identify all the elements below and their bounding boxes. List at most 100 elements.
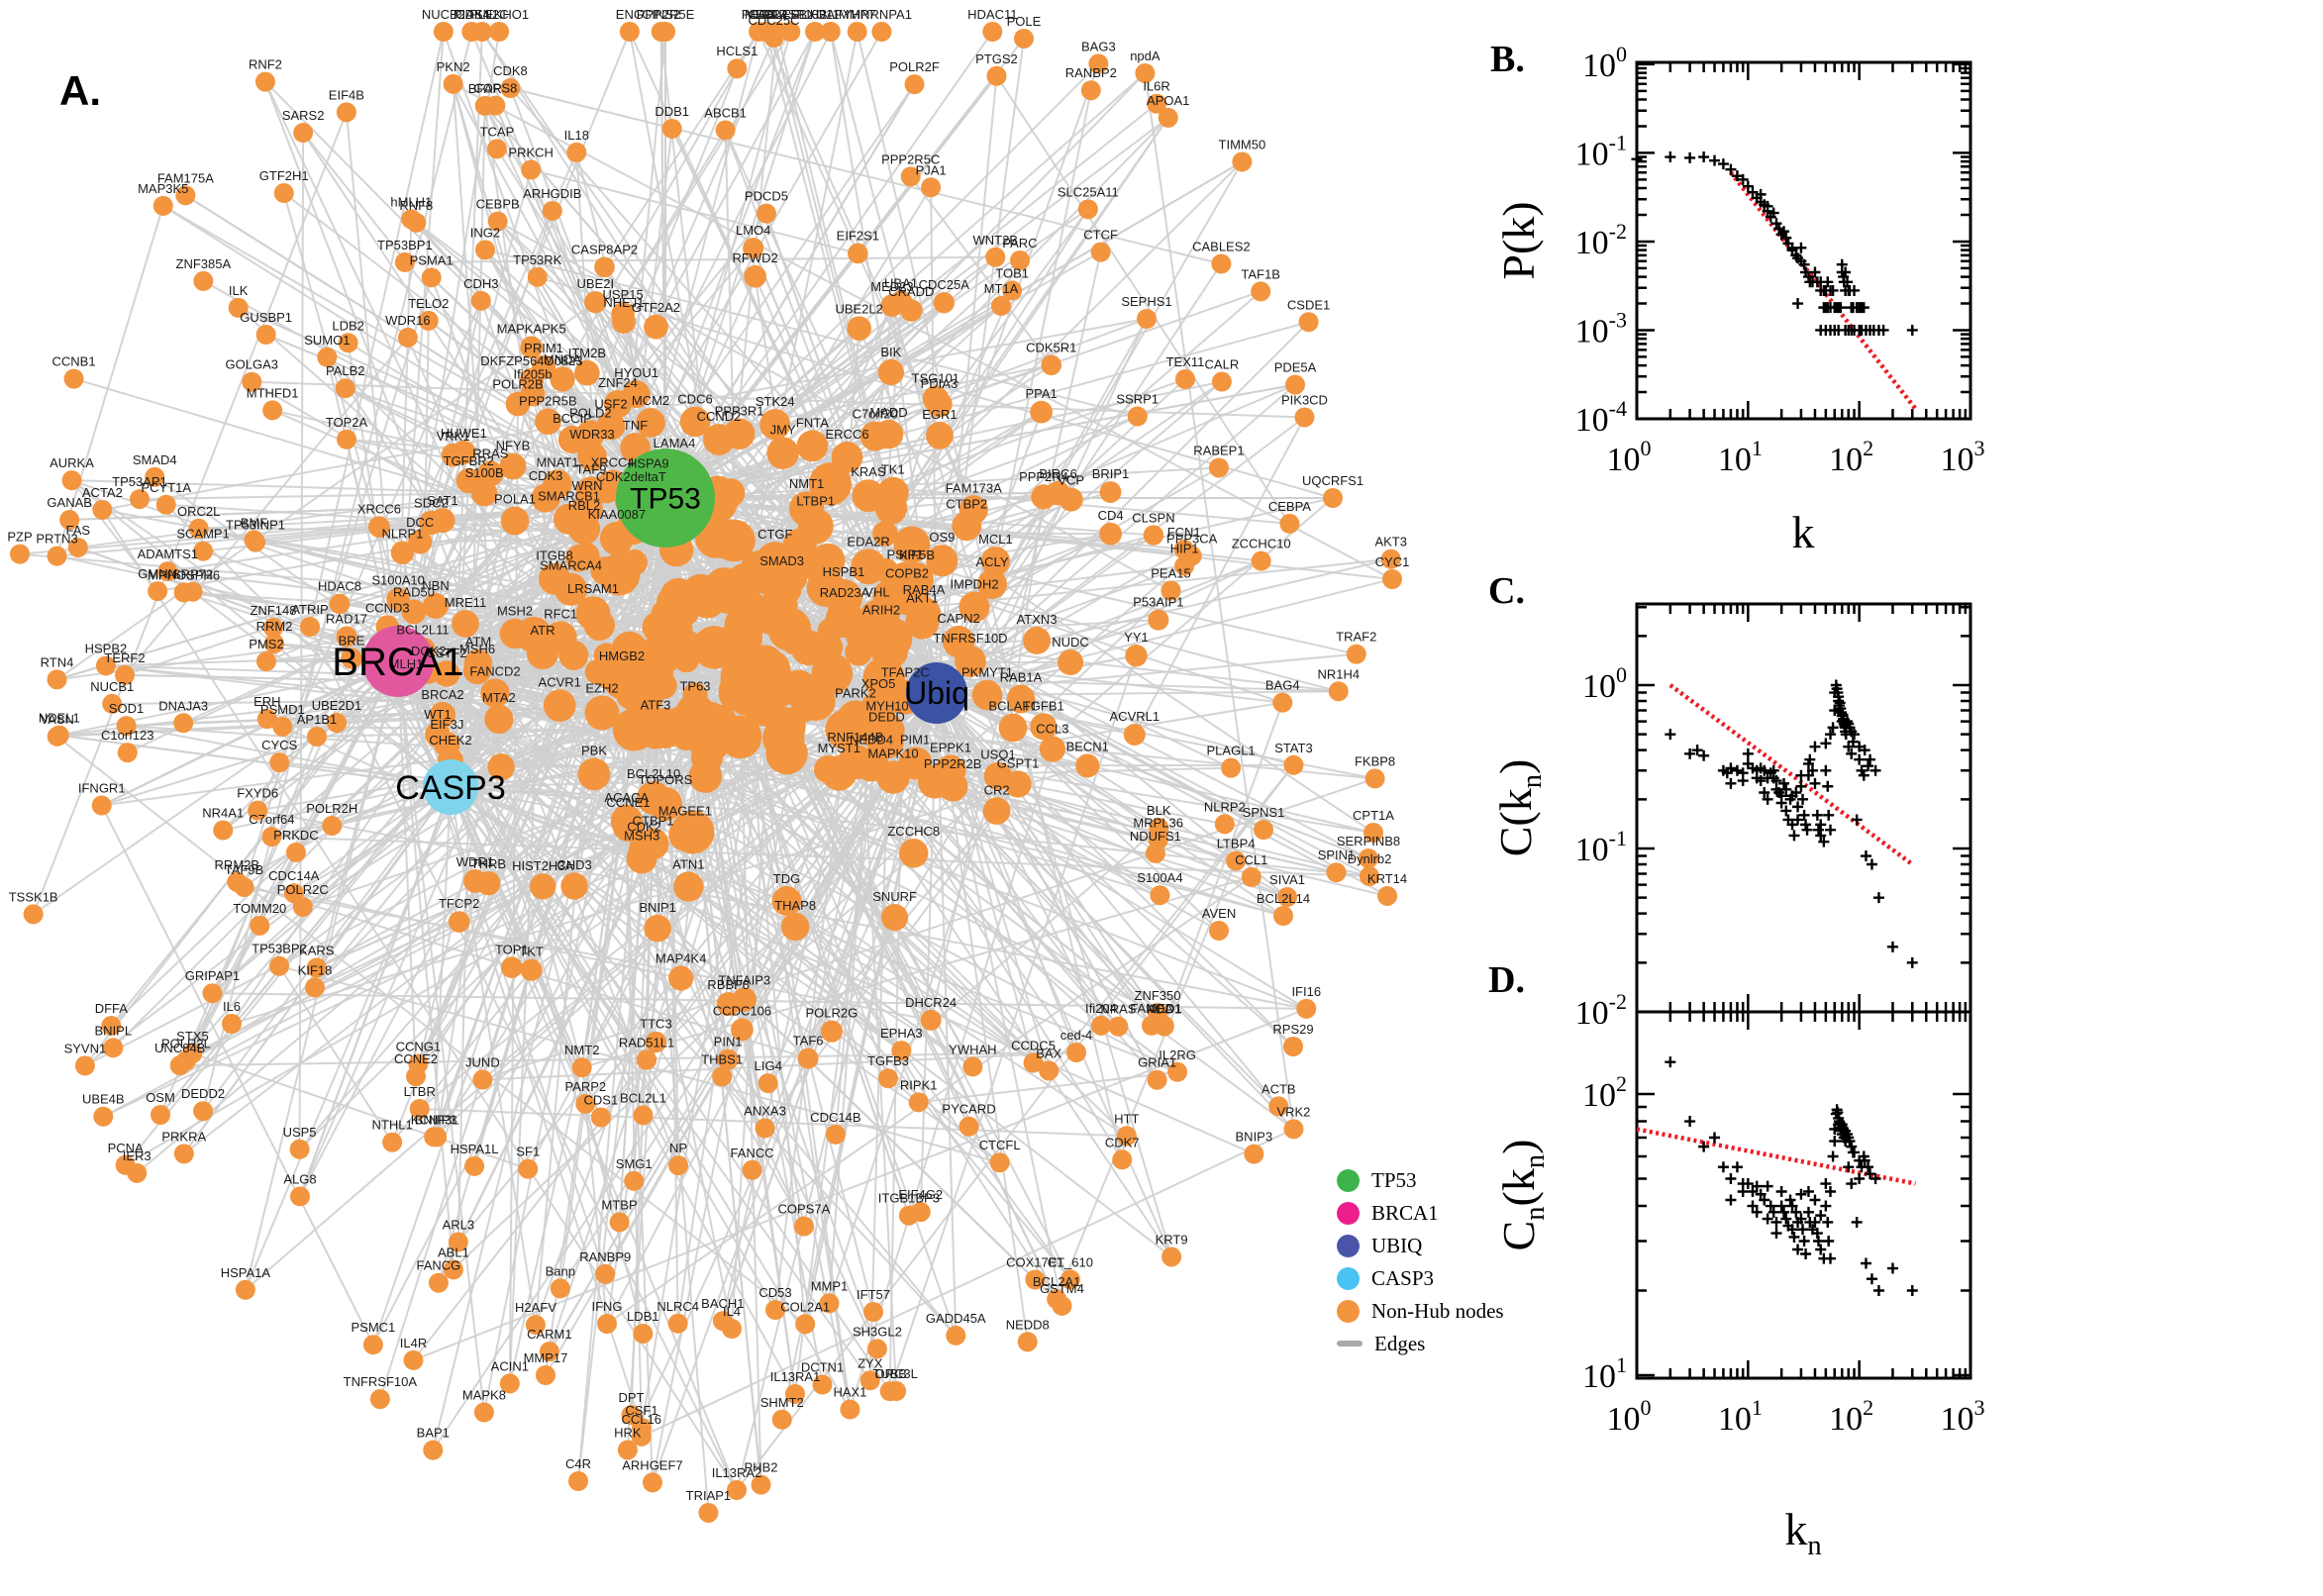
network-node bbox=[538, 562, 571, 595]
node-label: MTHFD1 bbox=[247, 385, 299, 400]
y-axis-title: Cn​(kn​) bbox=[1493, 1140, 1551, 1251]
node-swatch-icon bbox=[1337, 1201, 1360, 1225]
node-label: UBA1 bbox=[884, 275, 918, 290]
network-node bbox=[461, 22, 482, 42]
node-label: GANAB bbox=[47, 495, 92, 510]
node-label: UBE2L2 bbox=[835, 301, 882, 316]
node-label: MED24 bbox=[745, 7, 787, 22]
network-node bbox=[921, 177, 942, 198]
node-label: BAX bbox=[1036, 1046, 1061, 1060]
network-node bbox=[487, 752, 515, 781]
network-edge bbox=[202, 31, 473, 1112]
network-node bbox=[272, 716, 293, 737]
node-label: RBBP8 bbox=[707, 977, 750, 992]
node-label: RFC1 bbox=[544, 606, 577, 621]
network-node bbox=[193, 270, 214, 291]
axis-tick-label: 10-3 bbox=[1575, 307, 1627, 349]
network-edge bbox=[664, 289, 1013, 499]
network-node bbox=[1251, 550, 1271, 571]
network-node bbox=[47, 546, 67, 566]
node-label: TNFRSF10A bbox=[344, 1374, 418, 1389]
node-label: WDR1 bbox=[456, 854, 494, 869]
node-label: IMPDH2 bbox=[950, 576, 998, 591]
network-node bbox=[1125, 645, 1148, 667]
node-label: HYOU1 bbox=[614, 365, 658, 380]
node-label: CDC25C bbox=[748, 13, 799, 28]
network-node bbox=[338, 333, 358, 353]
node-label: WDR33 bbox=[569, 427, 615, 442]
node-label: FCN1 bbox=[1167, 525, 1201, 540]
node-label: ING2 bbox=[470, 225, 500, 240]
network-node bbox=[305, 977, 326, 998]
network-node bbox=[448, 1232, 468, 1252]
node-label: TP53AP1 bbox=[112, 474, 167, 489]
node-label: MADD bbox=[869, 405, 907, 420]
axis-tick-label: 100 bbox=[1607, 1395, 1652, 1438]
node-label: TNFRSF10D bbox=[933, 631, 1007, 646]
node-label: SDC2 bbox=[414, 496, 449, 511]
network-node bbox=[1017, 1332, 1038, 1352]
network-edge bbox=[534, 886, 690, 1326]
node-label: PDIA3 bbox=[921, 376, 959, 391]
node-label: JMY bbox=[770, 422, 796, 437]
node-label: PHB2 bbox=[745, 1460, 778, 1475]
network-edge bbox=[758, 31, 997, 562]
node-label: PCNA bbox=[108, 1141, 144, 1155]
network-node bbox=[1023, 1052, 1044, 1073]
network-node bbox=[1359, 848, 1378, 868]
network-node bbox=[568, 1471, 588, 1491]
network-node bbox=[566, 142, 587, 162]
node-label: CCL16 bbox=[622, 1412, 661, 1427]
node-label: PIM1 bbox=[900, 733, 930, 748]
network-node bbox=[898, 839, 929, 868]
node-label: UBE4B bbox=[82, 1092, 125, 1107]
network-edge bbox=[397, 660, 1128, 1138]
node-label: TCAP bbox=[480, 124, 515, 139]
network-edge bbox=[100, 805, 374, 1346]
node-label: npdA bbox=[1130, 49, 1161, 63]
network-node bbox=[157, 561, 178, 582]
plot-frame bbox=[1635, 60, 1972, 421]
node-label: PALB2 bbox=[326, 363, 365, 378]
node-label: PSMC1 bbox=[351, 1320, 395, 1335]
network-node bbox=[742, 1159, 762, 1180]
network-edge bbox=[936, 75, 998, 694]
network-node bbox=[521, 159, 542, 180]
node-label: ACLY bbox=[976, 554, 1009, 569]
network-node bbox=[577, 757, 611, 791]
node-label: POLR2B bbox=[492, 377, 543, 392]
network-edge bbox=[510, 87, 1222, 265]
network-node bbox=[427, 1127, 448, 1147]
node-label: C1orf123 bbox=[101, 728, 153, 743]
node-label: EPPK1 bbox=[930, 740, 971, 754]
network-node bbox=[423, 593, 449, 619]
network-node bbox=[731, 1018, 754, 1042]
network-node bbox=[848, 243, 868, 264]
network-node bbox=[462, 655, 492, 685]
node-label: ITM2B bbox=[568, 346, 606, 360]
node-label: YY1 bbox=[1124, 630, 1149, 645]
node-label: TOB1 bbox=[995, 265, 1029, 280]
network-node bbox=[1154, 1016, 1174, 1037]
node-label: TAF1B bbox=[1241, 266, 1280, 281]
network-node bbox=[1150, 885, 1170, 906]
network-node bbox=[611, 310, 636, 334]
network-node bbox=[477, 460, 504, 487]
network-node bbox=[989, 1152, 1010, 1173]
network-node bbox=[673, 871, 704, 902]
axis-ticks bbox=[1635, 1012, 1972, 1378]
node-label: SPIN1 bbox=[1318, 848, 1356, 862]
node-label: AVEN bbox=[1202, 906, 1236, 921]
network-node bbox=[628, 834, 660, 865]
node-label: DPT bbox=[619, 1390, 645, 1405]
network-node bbox=[584, 291, 607, 314]
network-node bbox=[603, 662, 641, 700]
x-axis-title: kn​ bbox=[1784, 1504, 1821, 1561]
node-label: MAPK10 bbox=[867, 746, 918, 760]
network-node bbox=[117, 743, 138, 763]
node-label: TSG101 bbox=[912, 371, 960, 386]
network-node bbox=[679, 406, 711, 438]
network-node bbox=[1013, 28, 1034, 49]
plot-frame bbox=[1635, 1010, 1972, 1380]
hub-node-ubiq bbox=[906, 662, 967, 724]
